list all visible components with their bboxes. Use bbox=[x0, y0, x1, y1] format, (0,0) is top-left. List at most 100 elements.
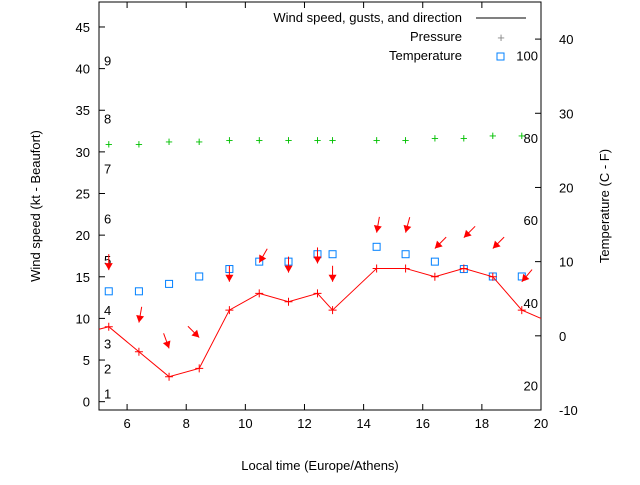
beaufort-label: 4 bbox=[104, 303, 111, 318]
x-tick-label: 16 bbox=[416, 416, 430, 431]
y-axis-label: Wind speed (kt - Beaufort) bbox=[28, 130, 43, 282]
pressure-point: + bbox=[255, 132, 263, 147]
wind-direction-arrow bbox=[162, 333, 171, 349]
pressure-point: + bbox=[165, 134, 173, 149]
y-tick-label: 40 bbox=[76, 62, 90, 77]
pressure-point: + bbox=[402, 132, 410, 147]
pressure-point: + bbox=[431, 131, 439, 146]
plot-border bbox=[98, 1, 542, 411]
y-tick-label: 0 bbox=[83, 395, 90, 410]
beaufort-label: 8 bbox=[104, 112, 111, 127]
pressure-point: + bbox=[373, 132, 381, 147]
wind-speed-point bbox=[104, 322, 113, 331]
arrow-head bbox=[313, 256, 322, 264]
x-tick-label: 12 bbox=[297, 416, 311, 431]
arrow-head bbox=[463, 229, 472, 238]
y-tick-label: 20 bbox=[76, 228, 90, 243]
x-axis-label: Local time (Europe/Athens) bbox=[241, 458, 399, 473]
wind-speed-point bbox=[313, 289, 322, 298]
y2-tick-label: 20 bbox=[559, 180, 573, 195]
fahrenheit-label: 60 bbox=[524, 213, 538, 228]
wind-speed-point bbox=[372, 264, 381, 273]
fahrenheit-label: 20 bbox=[524, 379, 538, 394]
wind-speed-point bbox=[284, 297, 293, 306]
wind-speed-point bbox=[488, 272, 497, 281]
arrow-head bbox=[284, 265, 293, 273]
y2-axis-label: Temperature (C - F) bbox=[597, 149, 612, 263]
wind-direction-arrow bbox=[403, 217, 412, 233]
temperature-point bbox=[255, 257, 264, 266]
wind-direction-arrow bbox=[492, 236, 505, 249]
wind-direction-arrow bbox=[434, 236, 447, 249]
wind-speed-point bbox=[328, 306, 337, 315]
wind-direction-arrow bbox=[313, 247, 322, 264]
y-tick-label: 45 bbox=[76, 20, 90, 35]
pressure-point: + bbox=[460, 131, 468, 146]
wind-direction-arrow bbox=[225, 265, 234, 282]
temperature-point bbox=[372, 242, 381, 251]
y-tick-label: 5 bbox=[83, 353, 90, 368]
arrow-head bbox=[328, 274, 337, 282]
beaufort-label: 1 bbox=[104, 386, 111, 401]
wind-direction-arrow bbox=[284, 256, 293, 273]
arrow-head bbox=[373, 225, 382, 233]
wind-speed-point bbox=[165, 372, 174, 381]
y-tick-label: 15 bbox=[76, 270, 90, 285]
temperature-point bbox=[165, 279, 174, 288]
y-tick-label: 30 bbox=[76, 145, 90, 160]
arrow-head bbox=[259, 254, 267, 263]
arrow-head bbox=[191, 329, 200, 338]
beaufort-label: 9 bbox=[104, 53, 111, 68]
wind-direction-arrow bbox=[328, 265, 337, 282]
wind-direction-arrow bbox=[258, 248, 268, 263]
x-tick-label: 14 bbox=[356, 416, 370, 431]
arrow-head bbox=[403, 224, 412, 233]
legend-label-wind: Wind speed, gusts, and direction bbox=[273, 10, 462, 25]
arrow-head bbox=[104, 263, 113, 271]
wind-speed-point bbox=[134, 347, 143, 356]
wind-speed-point bbox=[225, 306, 234, 315]
wind-speed-point bbox=[195, 364, 204, 373]
temperature-point bbox=[104, 287, 113, 296]
arrow-head bbox=[521, 273, 530, 282]
beaufort-label: 3 bbox=[104, 336, 111, 351]
fahrenheit-label: 100 bbox=[516, 48, 538, 63]
legend-mark-pressure: + bbox=[497, 30, 505, 45]
wind-direction-arrow bbox=[373, 216, 382, 233]
y-tick-label: 10 bbox=[76, 311, 90, 326]
beaufort-label: 2 bbox=[104, 361, 111, 376]
wind-direction-arrow bbox=[104, 254, 113, 271]
x-tick-label: 10 bbox=[238, 416, 252, 431]
y2-tick-label: -10 bbox=[559, 403, 578, 418]
legend-label-temperature: Temperature bbox=[389, 48, 462, 63]
fahrenheit-label: 80 bbox=[524, 131, 538, 146]
y-tick-label: 35 bbox=[76, 103, 90, 118]
temperature-point bbox=[134, 287, 143, 296]
fahrenheit-label: 40 bbox=[524, 296, 538, 311]
wind-speed-point bbox=[401, 264, 410, 273]
pressure-point: + bbox=[285, 132, 293, 147]
x-tick-label: 18 bbox=[475, 416, 489, 431]
temperature-point bbox=[401, 250, 410, 259]
beaufort-label: 5 bbox=[104, 253, 111, 268]
pressure-point: + bbox=[489, 128, 497, 143]
arrow-head bbox=[492, 240, 501, 249]
wind-speed-point bbox=[459, 264, 468, 273]
y2-tick-label: 0 bbox=[559, 329, 566, 344]
y2-tick-label: 30 bbox=[559, 106, 573, 121]
x-tick-label: 20 bbox=[534, 416, 548, 431]
arrow-head bbox=[225, 274, 234, 282]
arrow-head bbox=[434, 240, 443, 249]
pressure-point: + bbox=[195, 134, 203, 149]
pressure-point: + bbox=[329, 132, 337, 147]
pressure-point: + bbox=[105, 137, 113, 152]
pressure-point: + bbox=[135, 137, 143, 152]
temperature-point bbox=[328, 250, 337, 259]
pressure-point: + bbox=[314, 132, 322, 147]
legend-mark-temperature bbox=[496, 52, 505, 61]
temperature-point bbox=[430, 257, 439, 266]
wind-direction-arrow bbox=[463, 225, 476, 238]
arrow-head bbox=[162, 340, 171, 349]
legend: Wind speed, gusts, and direction Pressur… bbox=[273, 10, 526, 63]
